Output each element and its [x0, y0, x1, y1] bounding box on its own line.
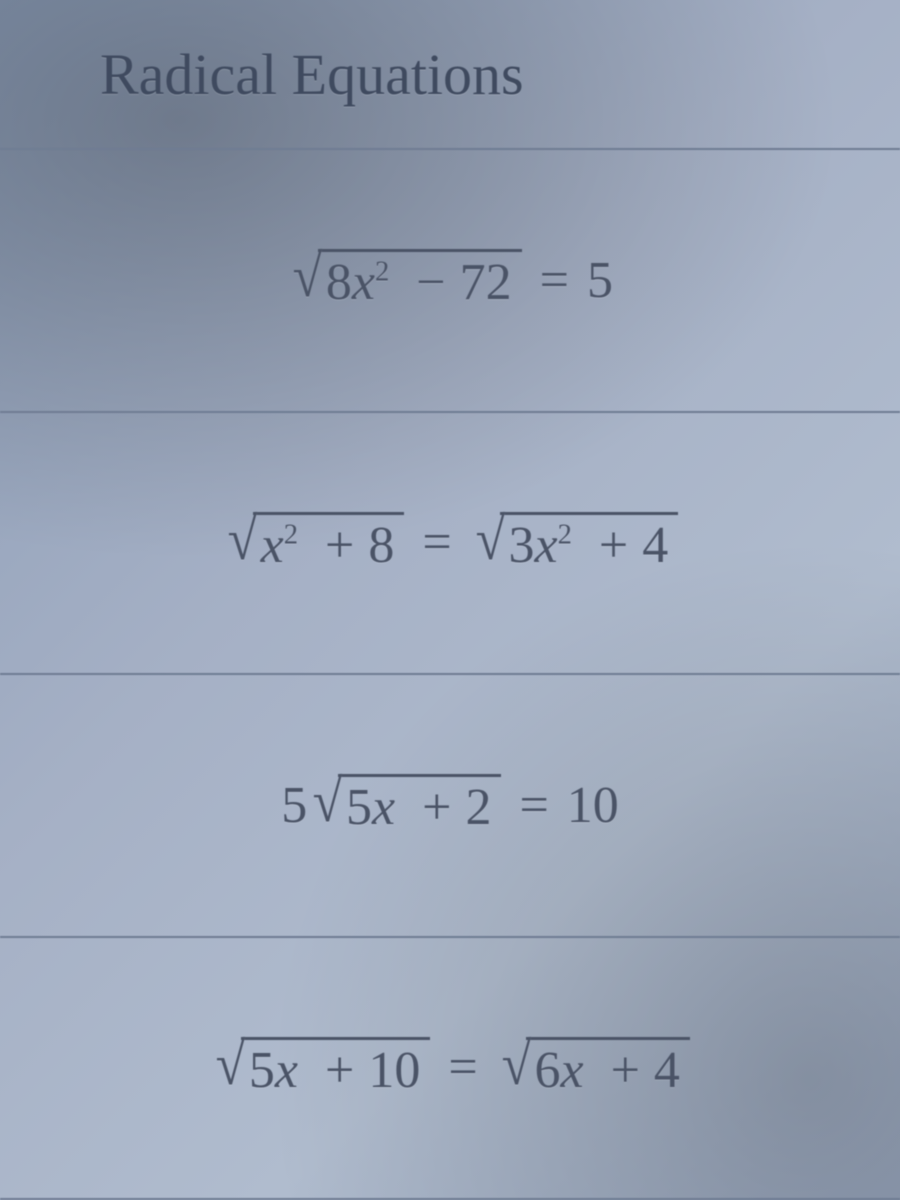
rad-pow: 2	[558, 519, 572, 550]
radical-sign: √	[216, 1035, 246, 1095]
worksheet: Radical Equations √ 8x2 −72 = 5 √ x2 +	[0, 0, 900, 1200]
equation-4: √ 5x +10 = √ 6x +4	[210, 1037, 690, 1099]
equation-row: 5 √ 5x +2 = 10	[0, 675, 900, 938]
radicand: 8x2 −72	[318, 249, 522, 311]
radical-sign: √	[293, 247, 323, 307]
equals-sign: =	[505, 776, 562, 835]
equals-sign: =	[434, 1038, 491, 1097]
equation-1: √ 8x2 −72 = 5	[287, 249, 613, 311]
rad-op: +	[597, 1042, 654, 1099]
rad-b: 4	[642, 517, 668, 574]
equation-row: √ 8x2 −72 = 5	[0, 150, 900, 413]
sqrt-icon: √ 3x2 +4	[474, 512, 679, 574]
rad-a: 5	[346, 779, 372, 836]
rhs-plain: 10	[567, 776, 619, 835]
radical-sign: √	[475, 510, 505, 570]
equals-sign: =	[408, 513, 465, 572]
rad-b: 2	[465, 779, 491, 836]
radicand: 5x +2	[338, 774, 501, 836]
sqrt-icon: √ x2 +8	[226, 512, 405, 574]
rad-op: +	[585, 517, 642, 574]
rad-op: +	[311, 1042, 368, 1099]
rad-pow: 2	[375, 257, 389, 288]
rad-op: +	[311, 517, 368, 574]
lhs-coef: 5	[281, 776, 307, 835]
equation-row: √ x2 +8 = √ 3x2 +4	[0, 413, 900, 676]
equals-sign: =	[526, 251, 583, 310]
rad-var: x	[275, 1042, 298, 1099]
rad-var: x	[372, 779, 395, 836]
rad-var: x	[534, 517, 557, 574]
rad-a: 8	[326, 254, 352, 311]
rad-a: 6	[534, 1042, 560, 1099]
radical-sign: √	[227, 510, 257, 570]
rad-op: −	[402, 254, 459, 311]
rad-b: 10	[368, 1042, 420, 1099]
rad-b: 72	[460, 254, 512, 311]
rad-var: x	[352, 254, 375, 311]
radicand: x2 +8	[253, 512, 405, 574]
radical-sign: √	[501, 1035, 531, 1095]
rhs-plain: 5	[587, 251, 613, 310]
radicand: 5x +10	[241, 1037, 430, 1099]
rad-a: 5	[249, 1042, 275, 1099]
rad-op: +	[408, 779, 465, 836]
radicand: 3x2 +4	[500, 512, 678, 574]
rad-b: 4	[654, 1042, 680, 1099]
radicand: 6x +4	[526, 1037, 689, 1099]
rad-var: x	[560, 1042, 583, 1099]
page-title: Radical Equations	[0, 0, 900, 150]
rad-var: x	[261, 517, 284, 574]
equation-2: √ x2 +8 = √ 3x2 +4	[222, 512, 678, 574]
equation-3: 5 √ 5x +2 = 10	[281, 774, 619, 836]
sqrt-icon: √ 5x +10	[214, 1037, 430, 1099]
rad-b: 8	[368, 517, 394, 574]
rad-a: 3	[508, 517, 534, 574]
sqrt-icon: √ 8x2 −72	[291, 249, 522, 311]
equation-row: √ 5x +10 = √ 6x +4	[0, 938, 900, 1200]
sqrt-icon: √ 6x +4	[500, 1037, 690, 1099]
rad-pow: 2	[284, 519, 298, 550]
radical-sign: √	[313, 772, 343, 832]
sqrt-icon: √ 5x +2	[311, 774, 501, 836]
